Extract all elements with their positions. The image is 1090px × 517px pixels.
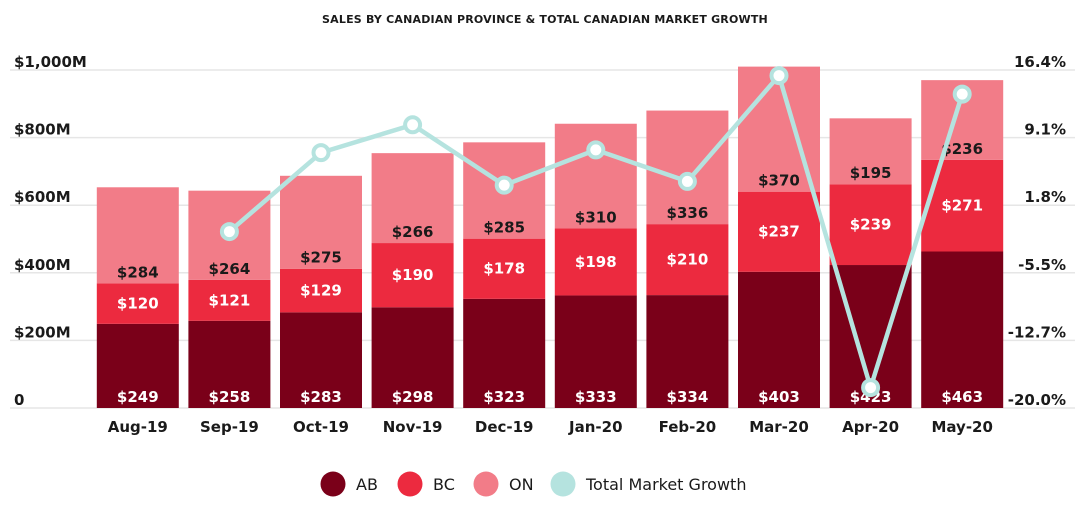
y2-tick-label: 9.1% xyxy=(1024,121,1066,139)
y-axis-left: 0 $200M $400M $600M $800M $1,000M xyxy=(14,53,87,409)
data-label-bc: $210 xyxy=(667,251,709,269)
growth-point xyxy=(219,222,239,242)
bar-segment-ab xyxy=(921,251,1004,408)
y-tick-label: $400M xyxy=(14,256,71,274)
legend-label: ON xyxy=(509,475,534,494)
bar-segment-bc xyxy=(371,243,454,308)
bar-segment-ab xyxy=(646,295,729,408)
x-tick-label: Apr-20 xyxy=(842,418,899,436)
y2-tick-label: -12.7% xyxy=(1008,323,1066,341)
data-label-on: $266 xyxy=(392,223,434,241)
data-label-ab: $323 xyxy=(483,388,525,406)
growth-point xyxy=(861,378,881,398)
growth-point xyxy=(769,66,789,86)
data-label-ab: $334 xyxy=(667,388,709,406)
data-label-bc: $239 xyxy=(850,216,892,234)
y-tick-label: $800M xyxy=(14,121,71,139)
data-label-bc: $178 xyxy=(483,260,525,278)
x-tick-label: Dec-19 xyxy=(475,418,534,436)
y2-tick-label: 16.4% xyxy=(1014,53,1066,71)
bar-segment-bc xyxy=(829,184,912,266)
x-tick-label: Nov-19 xyxy=(383,418,443,436)
x-tick-label: May-20 xyxy=(931,418,992,436)
data-label-ab: $283 xyxy=(300,388,342,406)
bar-segment-ab xyxy=(188,320,271,408)
growth-point xyxy=(952,84,972,104)
data-label-bc: $237 xyxy=(758,223,800,241)
data-label-on: $370 xyxy=(758,172,800,190)
x-tick-label: Mar-20 xyxy=(749,418,809,436)
x-tick-label: Sep-19 xyxy=(200,418,259,436)
y-tick-label: $1,000M xyxy=(14,53,87,71)
data-label-on: $285 xyxy=(483,219,525,237)
y-tick-label: $600M xyxy=(14,188,71,206)
growth-point xyxy=(494,175,514,195)
legend-swatch xyxy=(320,471,346,497)
bar-segment-on xyxy=(371,153,454,244)
data-label-bc: $120 xyxy=(117,295,159,313)
legend-swatch xyxy=(550,471,576,497)
bar-segment-ab xyxy=(738,271,820,408)
growth-point xyxy=(586,140,606,160)
bar-segment-on xyxy=(646,110,729,225)
bar-segment-bc xyxy=(554,228,637,296)
x-tick-label: Feb-20 xyxy=(659,418,717,436)
x-tick-label: Oct-19 xyxy=(293,418,349,436)
chart-title: SALES BY CANADIAN PROVINCE & TOTAL CANAD… xyxy=(322,13,768,26)
y-tick-label: 0 xyxy=(14,391,24,409)
bar-segment-bc xyxy=(646,224,729,296)
data-label-on: $236 xyxy=(941,140,983,158)
bar-segment-on xyxy=(829,118,912,185)
bar-segment-bc xyxy=(463,238,546,299)
data-label-bc: $198 xyxy=(575,253,617,271)
y2-tick-label: -5.5% xyxy=(1018,256,1066,274)
legend: AB BC ON Total Market Growth xyxy=(320,471,746,497)
legend-label: AB xyxy=(356,475,378,494)
y-tick-label: $200M xyxy=(14,323,71,341)
growth-line xyxy=(219,66,972,398)
bar-segment-bc xyxy=(96,283,179,324)
y2-tick-label: -20.0% xyxy=(1008,391,1066,409)
bar-segment-ab xyxy=(554,295,637,408)
data-label-ab: $258 xyxy=(209,388,251,406)
data-label-on: $284 xyxy=(117,263,159,281)
data-label-ab: $333 xyxy=(575,388,617,406)
bar-segment-ab xyxy=(371,307,454,408)
data-label-on: $195 xyxy=(850,164,892,182)
growth-point xyxy=(677,171,697,191)
legend-label: Total Market Growth xyxy=(585,475,746,494)
bar-segment-ab xyxy=(96,323,179,408)
growth-point xyxy=(403,115,423,135)
data-label-bc: $121 xyxy=(209,291,251,309)
data-label-ab: $403 xyxy=(758,388,800,406)
data-label-on: $275 xyxy=(300,249,342,267)
data-label-bc: $190 xyxy=(392,266,434,284)
bar-segment-ab xyxy=(463,298,546,408)
y2-tick-label: 1.8% xyxy=(1024,188,1066,206)
data-label-ab: $463 xyxy=(941,388,983,406)
growth-point xyxy=(311,143,331,163)
data-label-ab: $298 xyxy=(392,388,434,406)
data-label-ab: $249 xyxy=(117,388,159,406)
data-label-bc: $271 xyxy=(941,197,983,215)
legend-swatch xyxy=(397,471,423,497)
bar-segment-on xyxy=(280,175,362,269)
bars: $249 $120 $284 $258 $121 $264 $283 $129 $275 $298… xyxy=(96,66,1004,408)
x-tick-label: Jan-20 xyxy=(568,418,622,436)
data-label-bc: $129 xyxy=(300,282,342,300)
bar-segment-bc xyxy=(738,191,820,272)
bar-segment-on xyxy=(96,187,179,284)
data-label-on: $336 xyxy=(667,204,709,222)
data-label-on: $310 xyxy=(575,209,617,227)
data-label-on: $264 xyxy=(209,260,251,278)
x-axis: Aug-19 Sep-19 Oct-19 Nov-19 Dec-19 Jan-20 Feb-… xyxy=(108,418,993,436)
bar-segment-ab xyxy=(280,312,362,408)
x-tick-label: Aug-19 xyxy=(108,418,168,436)
y-axis-right: -20.0% -12.7% -5.5% 1.8% 9.1% 16.4% xyxy=(1008,53,1066,409)
bar-segment-bc xyxy=(280,268,362,313)
bar-segment-bc xyxy=(188,279,271,321)
legend-label: BC xyxy=(433,475,455,494)
legend-swatch xyxy=(473,471,499,497)
